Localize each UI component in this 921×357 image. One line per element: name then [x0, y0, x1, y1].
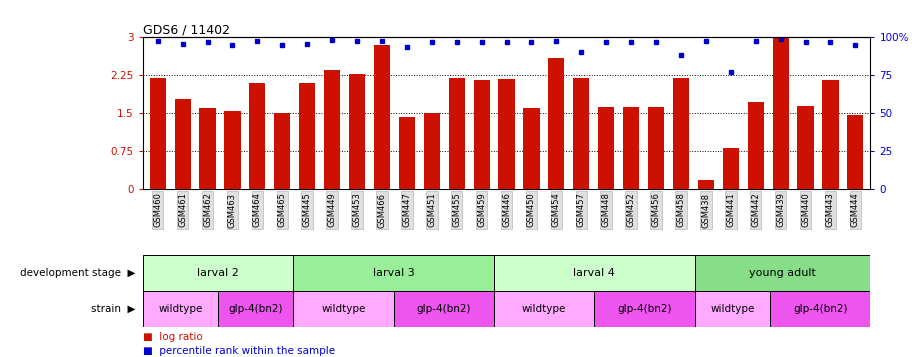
- Bar: [349, 74, 365, 189]
- Text: GSM450: GSM450: [527, 192, 536, 227]
- Bar: [573, 78, 589, 189]
- Bar: [847, 115, 864, 189]
- Text: wildtype: wildtype: [158, 304, 203, 314]
- Text: larval 3: larval 3: [373, 268, 414, 278]
- Bar: [770, 291, 870, 327]
- Text: GSM438: GSM438: [702, 192, 710, 227]
- Text: GSM459: GSM459: [477, 192, 486, 227]
- Text: GSM448: GSM448: [601, 192, 611, 227]
- Text: GSM443: GSM443: [826, 192, 835, 227]
- Text: development stage  ▶: development stage ▶: [20, 268, 135, 278]
- Text: larval 4: larval 4: [574, 268, 615, 278]
- Bar: [494, 291, 594, 327]
- Bar: [498, 80, 515, 189]
- Text: ■  percentile rank within the sample: ■ percentile rank within the sample: [143, 346, 335, 356]
- Text: GSM455: GSM455: [452, 192, 461, 227]
- Bar: [473, 80, 490, 189]
- Text: GSM461: GSM461: [178, 192, 187, 227]
- Bar: [424, 114, 440, 189]
- Bar: [293, 291, 393, 327]
- Text: GSM440: GSM440: [801, 192, 810, 227]
- Bar: [673, 78, 689, 189]
- Text: GSM456: GSM456: [651, 192, 660, 227]
- Text: young adult: young adult: [749, 268, 816, 278]
- Text: GSM442: GSM442: [752, 192, 760, 227]
- Bar: [399, 117, 415, 189]
- Bar: [324, 70, 340, 189]
- Bar: [174, 99, 191, 189]
- Bar: [250, 83, 265, 189]
- Bar: [623, 107, 639, 189]
- Bar: [694, 255, 870, 291]
- Bar: [200, 108, 216, 189]
- Text: GSM441: GSM441: [727, 192, 735, 227]
- Bar: [374, 45, 391, 189]
- Bar: [523, 108, 540, 189]
- Bar: [143, 291, 218, 327]
- Text: GSM454: GSM454: [552, 192, 561, 227]
- Text: glp-4(bn2): glp-4(bn2): [793, 304, 847, 314]
- Bar: [274, 114, 290, 189]
- Bar: [798, 106, 813, 189]
- Bar: [299, 83, 315, 189]
- Text: wildtype: wildtype: [710, 304, 754, 314]
- Text: glp-4(bn2): glp-4(bn2): [228, 304, 283, 314]
- Text: GSM465: GSM465: [278, 192, 286, 227]
- Bar: [393, 291, 494, 327]
- Bar: [293, 255, 494, 291]
- Bar: [723, 148, 739, 189]
- Bar: [773, 37, 788, 189]
- Text: GSM462: GSM462: [203, 192, 212, 227]
- Text: GSM466: GSM466: [378, 192, 387, 227]
- Text: glp-4(bn2): glp-4(bn2): [416, 304, 471, 314]
- Text: GSM460: GSM460: [153, 192, 162, 227]
- Text: GSM451: GSM451: [427, 192, 437, 227]
- Text: ■  log ratio: ■ log ratio: [143, 332, 203, 342]
- Bar: [698, 180, 714, 189]
- Text: wildtype: wildtype: [321, 304, 366, 314]
- Bar: [225, 111, 240, 189]
- Text: larval 2: larval 2: [197, 268, 239, 278]
- Text: GSM457: GSM457: [577, 192, 586, 227]
- Bar: [218, 291, 293, 327]
- Text: GSM439: GSM439: [776, 192, 785, 227]
- Bar: [594, 291, 694, 327]
- Bar: [548, 58, 565, 189]
- Bar: [143, 255, 293, 291]
- Text: GDS6 / 11402: GDS6 / 11402: [143, 23, 229, 36]
- Text: GSM449: GSM449: [328, 192, 337, 227]
- Text: glp-4(bn2): glp-4(bn2): [617, 304, 671, 314]
- Bar: [598, 107, 614, 189]
- Text: strain  ▶: strain ▶: [91, 304, 135, 314]
- Text: GSM447: GSM447: [402, 192, 412, 227]
- Bar: [748, 102, 764, 189]
- Bar: [822, 80, 839, 189]
- Text: GSM453: GSM453: [353, 192, 362, 227]
- Text: GSM463: GSM463: [228, 192, 237, 227]
- Text: GSM458: GSM458: [676, 192, 685, 227]
- Bar: [149, 78, 166, 189]
- Bar: [449, 78, 465, 189]
- Text: GSM445: GSM445: [303, 192, 311, 227]
- Text: wildtype: wildtype: [522, 304, 566, 314]
- Text: GSM446: GSM446: [502, 192, 511, 227]
- Text: GSM444: GSM444: [851, 192, 860, 227]
- Text: GSM464: GSM464: [253, 192, 262, 227]
- Bar: [494, 255, 694, 291]
- Text: GSM452: GSM452: [626, 192, 635, 227]
- Bar: [648, 107, 664, 189]
- Bar: [694, 291, 770, 327]
